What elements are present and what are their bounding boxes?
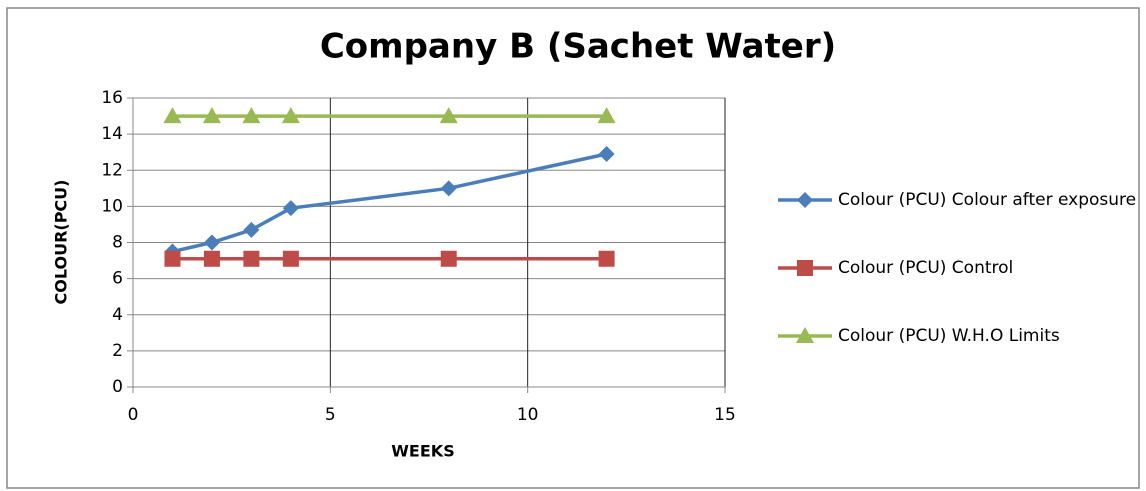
marker — [440, 180, 457, 197]
x-tick-label: 0 — [128, 405, 139, 425]
marker — [598, 145, 615, 162]
marker — [203, 234, 220, 251]
marker — [282, 250, 299, 267]
marker — [598, 250, 615, 267]
y-tick-label: 8 — [112, 233, 123, 253]
marker — [243, 221, 260, 238]
y-tick-label: 2 — [112, 341, 123, 361]
series-line — [172, 152, 607, 254]
x-tick-label: 15 — [714, 405, 736, 425]
y-tick-label: 10 — [101, 196, 123, 216]
marker — [164, 250, 181, 267]
y-tick-label: 0 — [112, 377, 123, 397]
legend-marker — [797, 192, 813, 208]
y-tick-label: 6 — [112, 269, 123, 289]
legend-marker — [796, 327, 814, 343]
marker — [163, 107, 182, 124]
chart-title: Company B (Sachet Water) — [320, 27, 836, 67]
y-tick-label: 16 — [101, 88, 123, 108]
legend-label: Colour (PCU) Control — [838, 258, 1013, 278]
marker — [440, 250, 457, 267]
x-axis-title: WEEKS — [391, 442, 454, 461]
x-tick-label: 5 — [325, 405, 336, 425]
y-tick-label: 12 — [101, 160, 123, 180]
marker — [242, 107, 261, 124]
y-tick-label: 4 — [112, 305, 123, 325]
marker — [597, 107, 616, 124]
legend-label: Colour (PCU) W.H.O Limits — [838, 326, 1060, 346]
y-axis-title: COLOUR(PCU) — [52, 180, 71, 305]
y-tick-label: 14 — [101, 124, 123, 144]
marker — [203, 250, 220, 267]
legend-label: Colour (PCU) Colour after exposure — [838, 190, 1136, 210]
marker — [281, 107, 300, 124]
marker — [243, 250, 260, 267]
marker — [202, 107, 221, 124]
x-tick-label: 10 — [517, 405, 539, 425]
marker — [282, 200, 299, 217]
marker — [439, 107, 458, 124]
legend-marker — [797, 260, 813, 276]
